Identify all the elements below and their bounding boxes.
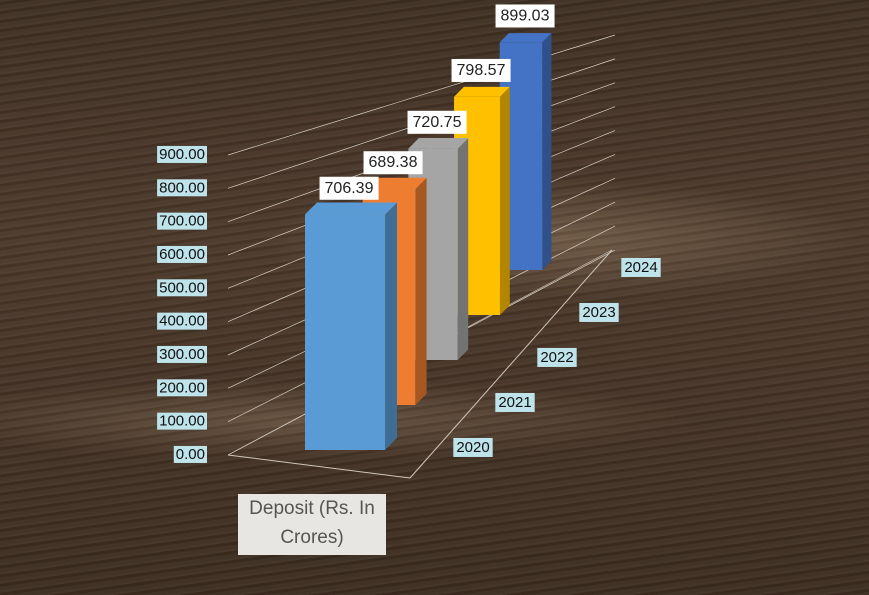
y-tick-label: 300.00: [159, 346, 205, 363]
bar-top: [408, 138, 469, 149]
tick-label-bg: [157, 312, 207, 330]
bar-top: [305, 202, 397, 215]
floor-edge: [227, 454, 411, 479]
value-label-bg: [451, 58, 511, 82]
x-tick-label: 2022: [540, 349, 573, 366]
x-tick-label: 2021: [498, 394, 531, 411]
bar-top: [454, 86, 510, 97]
value-label: 720.75: [413, 114, 462, 131]
y-tick-label: 500.00: [159, 279, 205, 296]
category-label-bg: [621, 257, 661, 277]
tick-label-bg: [157, 345, 207, 363]
bar: [305, 214, 385, 450]
y-tick-label: 100.00: [159, 413, 205, 430]
grid-line: [227, 34, 616, 156]
tick-label-bg: [157, 245, 207, 263]
axis-title: Deposit (Rs. In Crores): [238, 494, 386, 555]
category-label-bg: [453, 437, 493, 457]
x-tick-label: 2020: [456, 439, 489, 456]
tick-label-bg: [157, 179, 207, 197]
y-tick-label: 0.00: [176, 446, 205, 463]
y-tick-label: 700.00: [159, 213, 205, 230]
value-label-bg: [407, 110, 467, 134]
bar-side: [499, 86, 510, 315]
value-label-bg: [363, 151, 423, 175]
tick-label-bg: [157, 279, 207, 297]
value-label: 899.03: [501, 7, 550, 24]
value-label: 689.38: [369, 154, 418, 171]
bar-side: [542, 33, 552, 270]
tick-label-bg: [157, 212, 207, 230]
category-label-bg: [537, 347, 577, 367]
tick-label-bg: [157, 145, 207, 163]
bar-top: [362, 177, 427, 189]
bar-top: [499, 33, 552, 43]
value-label: 798.57: [457, 62, 506, 79]
y-tick-label: 600.00: [159, 246, 205, 263]
y-tick-label: 400.00: [159, 313, 205, 330]
category-label-bg: [495, 392, 535, 412]
tick-label-bg: [157, 412, 207, 430]
x-tick-label: 2024: [624, 259, 657, 276]
bar-side: [385, 202, 397, 450]
y-tick-label: 800.00: [159, 179, 205, 196]
x-tick-label: 2023: [582, 304, 615, 321]
y-tick-label: 900.00: [159, 146, 205, 163]
bar-side: [415, 177, 427, 405]
y-tick-label: 200.00: [159, 379, 205, 396]
tick-label-bg: [157, 379, 207, 397]
value-label: 706.39: [325, 180, 374, 197]
bar-side: [457, 138, 469, 360]
floor-edge: [409, 249, 613, 479]
tick-label-bg: [173, 445, 207, 463]
value-label-bg: [319, 176, 379, 200]
value-label-bg: [495, 4, 555, 28]
category-label-bg: [579, 302, 619, 322]
